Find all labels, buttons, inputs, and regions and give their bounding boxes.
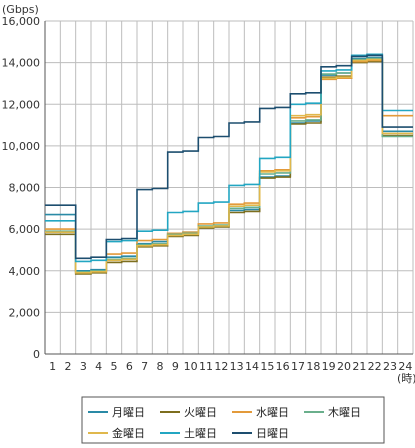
series-lines [45,53,413,275]
x-tick-label: 19 [322,360,336,373]
legend-label: 日曜日 [256,427,289,440]
x-tick-label: 20 [337,360,351,373]
x-tick-label: 1 [49,360,56,373]
x-tick-label: 4 [95,360,102,373]
x-tick-label: 23 [383,360,397,373]
x-tick-label: 15 [260,360,274,373]
y-tick-label: 10,000 [2,140,41,153]
y-tick-label: 4,000 [9,265,41,278]
legend-label: 木曜日 [328,406,361,419]
series-line [45,58,413,274]
legend-label: 水曜日 [256,406,289,419]
x-tick-label: 3 [80,360,87,373]
y-tick-label: 0 [33,348,40,361]
x-tick-label: 24 [398,360,412,373]
y-tick-label: 14,000 [2,57,41,70]
x-tick-label: 13 [230,360,244,373]
x-tick-label: 10 [184,360,198,373]
x-tick-label: 14 [245,360,259,373]
x-tick-label: 22 [368,360,382,373]
axes: 0 2,000 4,000 6,000 8,000 10,000 12,000 14,000 1… [2,15,413,373]
series-line [45,54,413,260]
y-tick-label: 8,000 [9,182,41,195]
legend-label: 月曜日 [112,406,145,419]
x-tick-label: 17 [291,360,305,373]
legend-label: 金曜日 [112,426,145,440]
y-tick-label: 16,000 [2,15,41,28]
x-tick-label: 16 [276,360,290,373]
x-tick-label: 5 [111,360,118,373]
legend-box [81,396,385,444]
x-tick-label: 11 [199,360,213,373]
x-tick-label: 21 [352,360,366,373]
x-tick-label: 18 [306,360,320,373]
y-axis-unit: (Gbps) [2,3,39,16]
x-tick-label: 7 [141,360,148,373]
x-tick-label: 6 [126,360,133,373]
series-line [45,53,413,263]
y-tick-label: 6,000 [9,223,41,236]
x-axis-unit: (時) [397,372,415,385]
legend-label: 火曜日 [184,406,217,419]
y-tick-label: 12,000 [2,98,41,111]
x-tick-label: 2 [65,360,72,373]
y-tick-label: 2,000 [9,306,41,319]
x-tick-label: 8 [157,360,164,373]
x-tick-label: 9 [172,360,179,373]
legend-label: 土曜日 [184,427,217,440]
x-tick-label: 12 [214,360,228,373]
